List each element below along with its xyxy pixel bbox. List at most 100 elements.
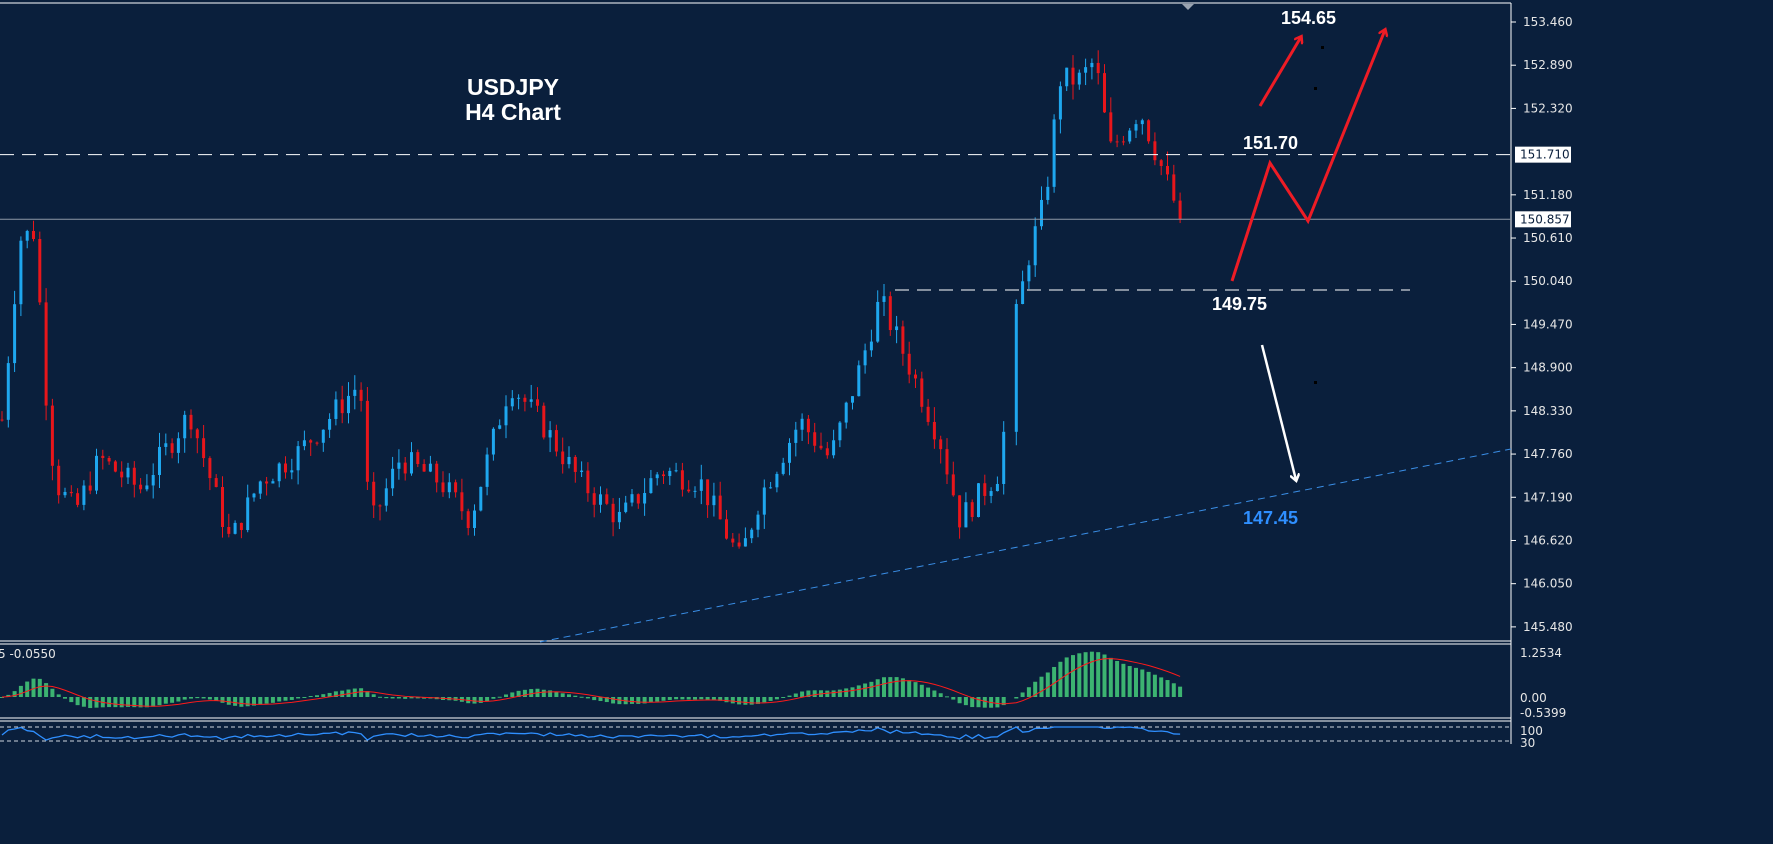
macd-histogram-bar (308, 696, 313, 698)
candle-body (592, 493, 596, 505)
macd-histogram-bar (970, 697, 975, 708)
candles (0, 50, 1182, 549)
candle-body (202, 438, 206, 459)
macd-histogram-bar (138, 697, 143, 708)
candle-body (1077, 72, 1081, 85)
candle-body (139, 484, 143, 490)
candle-body (1128, 130, 1132, 142)
macd-histogram-bar (957, 697, 962, 704)
candle-body (397, 462, 401, 469)
candle-body (1065, 67, 1069, 87)
macd-histogram-bar (699, 697, 704, 700)
macd-histogram-bar (913, 682, 918, 697)
macd-histogram-bar (264, 697, 269, 704)
candle-body (479, 486, 483, 511)
target-high-label: 154.65 (1281, 8, 1336, 28)
macd-histogram-bar (938, 693, 943, 697)
macd-histogram-bar (504, 694, 508, 697)
candle-body (743, 538, 747, 547)
trendline[interactable] (539, 448, 1512, 643)
macd-histogram-bar (693, 697, 697, 700)
macd-histogram-bar (686, 697, 691, 700)
candle-body (624, 502, 628, 512)
candle-body (0, 419, 4, 421)
candle-body (762, 487, 766, 515)
candle-body (132, 467, 136, 485)
candle-body (580, 470, 584, 472)
macd-histogram-bar (611, 697, 616, 704)
candle-body (277, 463, 281, 482)
candle-body (145, 485, 149, 490)
macd-histogram-bar (768, 697, 773, 701)
candle-body (164, 443, 168, 447)
macd-histogram-bar (642, 697, 647, 704)
macd-histogram-bar (617, 697, 622, 705)
macd-histogram-bar (945, 696, 949, 698)
candle-body (183, 414, 187, 439)
macd-histogram-bar (315, 695, 319, 697)
candle-body (372, 481, 376, 506)
macd-histogram-bar (119, 697, 124, 708)
candle-body (825, 448, 829, 456)
macd-histogram-bar (951, 697, 956, 700)
macd-histogram-bar (201, 697, 206, 699)
macd-histogram-bar (132, 697, 137, 708)
macd-histogram-bar (1064, 657, 1069, 697)
macd-histogram-bar (894, 677, 899, 697)
macd-histogram-bar (1115, 660, 1120, 697)
macd-histogram-bar (907, 680, 912, 697)
price-tag-current-label: 150.857 (1520, 212, 1570, 226)
candle-body (44, 302, 48, 406)
candle-body (813, 432, 817, 446)
candle-body (725, 519, 728, 539)
macd-histogram-bar (1071, 655, 1075, 697)
macd-histogram-bar (680, 697, 685, 700)
candle-body (384, 488, 388, 506)
candle-body (158, 446, 161, 476)
macd-histogram-bar (6, 694, 11, 697)
macd-histogram-bar (195, 697, 200, 699)
bullish-zigzag-arrow[interactable] (1230, 30, 1385, 282)
bullish-arrow[interactable] (1258, 37, 1301, 107)
macd-histogram-bar (869, 681, 874, 697)
candle-body (643, 493, 647, 504)
macd-histogram-bar (762, 697, 767, 703)
macd-histogram-bar (289, 697, 294, 700)
candle-body (1033, 226, 1037, 266)
trendline-label: 147.45 (1243, 508, 1298, 528)
chart-shift-marker-icon[interactable] (1182, 4, 1194, 10)
macd-histogram-bar (718, 697, 723, 701)
macd-histogram-bar (207, 697, 212, 700)
candle-body (983, 483, 987, 496)
macd-histogram-bar (31, 678, 36, 697)
macd-histogram-bar (636, 697, 641, 704)
macd-histogram-bar (995, 697, 1000, 708)
macd-histogram-bar (378, 696, 382, 698)
candle-body (246, 497, 250, 531)
candle-body (120, 471, 124, 478)
macd-histogram-bar (1020, 692, 1025, 697)
macd-histogram-bar (1045, 672, 1050, 697)
price-tag-current (1515, 211, 1571, 228)
macd-histogram-bar (655, 697, 660, 702)
macd-histogram-bar (56, 694, 61, 697)
candle-body (857, 365, 861, 397)
candle-body (403, 462, 407, 474)
candle-body (668, 470, 672, 477)
candle-body (617, 511, 621, 523)
macd-histogram-bar (1159, 677, 1164, 697)
candle-body (6, 363, 10, 420)
macd-histogram-bar (1146, 671, 1151, 697)
candle-body (605, 494, 609, 504)
candle-body (951, 474, 955, 496)
candle-body (460, 492, 464, 512)
macd-histogram-bar (176, 697, 181, 702)
candle-body (731, 538, 735, 543)
candle-body (775, 473, 779, 488)
candle-body (561, 451, 565, 465)
macd-histogram-bar (25, 681, 30, 697)
bearish-arrow[interactable] (1260, 344, 1296, 480)
macd-histogram-bar (296, 697, 301, 699)
